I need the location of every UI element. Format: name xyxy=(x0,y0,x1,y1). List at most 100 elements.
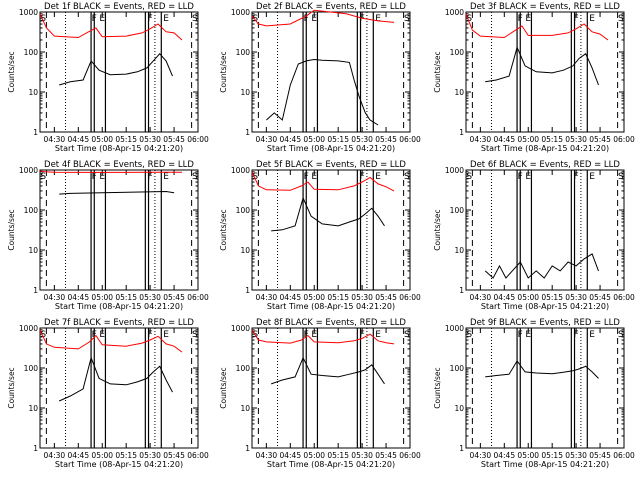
series-line-events xyxy=(484,253,599,279)
x-axis-label: Start Time (08-Apr-15 04:21:20) xyxy=(55,460,183,469)
y-tick-label: 1 xyxy=(33,444,38,453)
x-tick-label: 05:00 xyxy=(303,451,325,460)
y-tick-label: 1000 xyxy=(19,166,38,175)
event-marker-F: F xyxy=(518,330,523,340)
plot-frame xyxy=(465,169,625,291)
event-marker-S: S xyxy=(618,172,624,182)
event-marker-F: F xyxy=(518,172,523,182)
event-marker-E: E xyxy=(525,172,531,182)
x-tick-label: 06:00 xyxy=(187,451,209,460)
y-tick-label: 1 xyxy=(245,128,250,137)
x-tick-label: 05:30 xyxy=(139,135,161,144)
event-marker-F: F xyxy=(518,14,523,24)
x-tick-label: 05:15 xyxy=(541,135,563,144)
event-marker-E: E xyxy=(163,172,169,182)
y-tick-label: 1 xyxy=(459,444,464,453)
y-tick-label: 1 xyxy=(459,128,464,137)
y-tick-label: 10 xyxy=(28,246,38,255)
event-marker-S: S xyxy=(252,14,258,24)
x-tick-label: 04:45 xyxy=(493,451,515,460)
x-tick-label: 04:30 xyxy=(470,135,492,144)
event-marker-S: S xyxy=(192,330,198,340)
y-axis-label: Counts/sec xyxy=(433,51,442,92)
series-line-lld xyxy=(251,9,395,27)
panel-title: Det 7f BLACK = Events, RED = LLD xyxy=(44,318,194,328)
x-tick-label: 04:45 xyxy=(67,135,89,144)
event-marker-F: F xyxy=(304,172,309,182)
y-tick-label: 100 xyxy=(24,364,39,373)
x-tick-label: 04:30 xyxy=(44,135,66,144)
y-tick-label: 10 xyxy=(454,404,464,413)
x-tick-label: 06:00 xyxy=(187,135,209,144)
y-tick-label: 1 xyxy=(33,128,38,137)
x-tick-label: 04:30 xyxy=(44,293,66,302)
y-tick-label: 1000 xyxy=(19,324,38,333)
event-marker-E: E xyxy=(375,14,381,24)
plot-frame xyxy=(465,327,625,449)
event-marker-S: S xyxy=(618,330,624,340)
x-axis-label: Start Time (08-Apr-15 04:21:20) xyxy=(267,302,395,311)
x-tick-label: 05:45 xyxy=(589,451,611,460)
event-marker-S: S xyxy=(192,172,198,182)
event-marker-F: F xyxy=(360,172,365,182)
x-tick-label: 05:15 xyxy=(327,451,349,460)
x-axis-label: Start Time (08-Apr-15 04:21:20) xyxy=(481,144,609,153)
y-tick-label: 1 xyxy=(33,286,38,295)
y-tick-label: 10 xyxy=(240,88,250,97)
x-tick-label: 06:00 xyxy=(399,451,421,460)
y-tick-label: 10 xyxy=(454,246,464,255)
y-tick-label: 1 xyxy=(245,286,250,295)
x-axis-label: Start Time (08-Apr-15 04:21:20) xyxy=(481,460,609,469)
event-marker-S: S xyxy=(404,330,410,340)
panel-title: Det 6f BLACK = Events, RED = LLD xyxy=(470,160,620,170)
event-marker-E: E xyxy=(311,330,317,340)
x-axis-label: Start Time (08-Apr-15 04:21:20) xyxy=(55,144,183,153)
x-tick-label: 06:00 xyxy=(399,135,421,144)
event-marker-E: E xyxy=(589,14,595,24)
x-tick-label: 05:15 xyxy=(541,451,563,460)
x-tick-label: 05:00 xyxy=(303,293,325,302)
x-tick-label: 04:45 xyxy=(279,293,301,302)
series-line-events xyxy=(485,45,599,86)
event-marker-F: F xyxy=(304,14,309,24)
plot-frame xyxy=(251,327,411,449)
panel-title: Det 2f BLACK = Events, RED = LLD xyxy=(256,2,406,12)
y-tick-label: 100 xyxy=(24,206,39,215)
panel-title: Det 4f BLACK = Events, RED = LLD xyxy=(44,160,194,170)
y-tick-label: 1000 xyxy=(231,8,250,17)
x-tick-label: 05:00 xyxy=(517,293,539,302)
y-tick-label: 100 xyxy=(450,364,465,373)
x-tick-label: 06:00 xyxy=(187,293,209,302)
plot-frame xyxy=(39,327,199,449)
x-axis-label: Start Time (08-Apr-15 04:21:20) xyxy=(481,302,609,311)
event-marker-F: F xyxy=(360,14,365,24)
x-tick-label: 05:30 xyxy=(351,293,373,302)
event-marker-S: S xyxy=(404,172,410,182)
y-tick-label: 10 xyxy=(28,404,38,413)
y-tick-label: 1 xyxy=(245,444,250,453)
x-tick-label: 05:30 xyxy=(351,135,373,144)
x-axis-label: Start Time (08-Apr-15 04:21:20) xyxy=(55,302,183,311)
event-marker-F: F xyxy=(304,330,309,340)
series-line-lld xyxy=(251,329,395,345)
y-tick-label: 10 xyxy=(28,88,38,97)
series-line-lld xyxy=(39,329,183,353)
event-marker-F: F xyxy=(92,172,97,182)
series-line-lld xyxy=(465,13,609,41)
event-marker-S: S xyxy=(466,14,472,24)
y-tick-label: 1000 xyxy=(445,324,464,333)
panel-title: Det 3f BLACK = Events, RED = LLD xyxy=(470,2,620,12)
series-line-events xyxy=(266,58,379,126)
series-line-events xyxy=(485,360,599,379)
y-tick-label: 100 xyxy=(24,48,39,57)
y-tick-label: 1000 xyxy=(445,166,464,175)
x-tick-label: 05:15 xyxy=(115,135,137,144)
series-line-lld xyxy=(251,171,395,192)
y-tick-label: 1000 xyxy=(445,8,464,17)
x-tick-label: 04:45 xyxy=(493,293,515,302)
x-tick-label: 05:15 xyxy=(541,293,563,302)
